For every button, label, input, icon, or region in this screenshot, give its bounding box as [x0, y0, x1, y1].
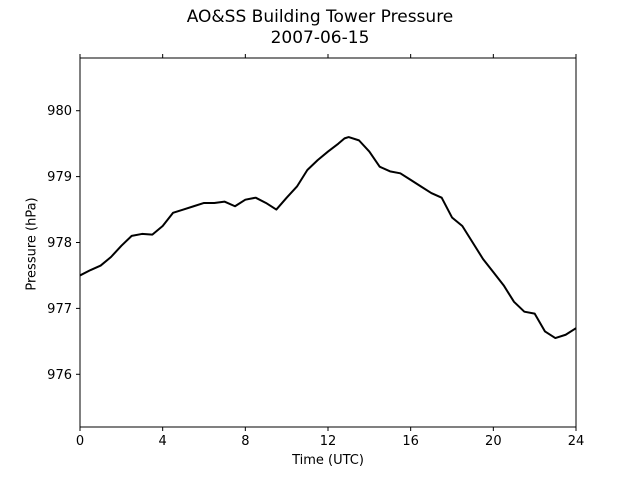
x-tick-label: 20 [485, 434, 502, 449]
plot-area: 0 4 8 12 16 20 24 976 977 978 979 980 [47, 54, 584, 449]
y-tick-label: 976 [47, 368, 72, 383]
x-tick-label: 12 [320, 434, 337, 449]
y-tick-label: 978 [47, 236, 72, 251]
series-line-pressure [79, 136, 577, 340]
chart-subtitle: 2007-06-15 [270, 28, 370, 48]
x-tick-label: 8 [241, 434, 249, 449]
x-axis-label: Time (UTC) [292, 453, 364, 468]
y-tick-label: 977 [47, 302, 72, 317]
y-axis-label: Pressure (hPa) [24, 197, 40, 291]
x-tick-label: 0 [76, 434, 84, 449]
x-tick-label: 24 [568, 434, 585, 449]
y-tick-label: 980 [47, 104, 72, 119]
chart-title: AO&SS Building Tower Pressure [186, 7, 454, 27]
y-tick-label: 979 [47, 170, 72, 185]
x-tick-label: 16 [402, 434, 419, 449]
x-tick-label: 4 [159, 434, 167, 449]
axes-frame [79, 57, 577, 428]
